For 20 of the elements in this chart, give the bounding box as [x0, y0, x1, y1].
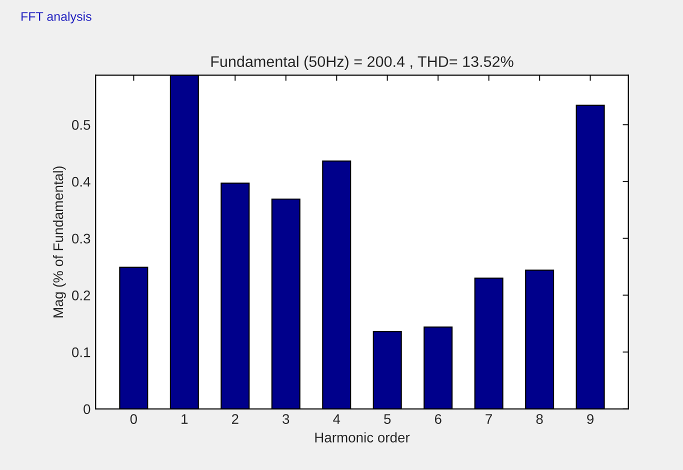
x-tick-label: 1 — [182, 414, 188, 424]
y-tick-label: 0 — [84, 404, 90, 414]
text: FFT analysis — [22, 12, 92, 24]
x-tick-label: 4 — [333, 414, 340, 424]
x-tick-label: 7 — [486, 414, 492, 424]
x-axis-title: Harmonic order — [315, 432, 410, 442]
x-tick-label: 2 — [232, 414, 238, 424]
x-tick-label: 5 — [384, 414, 391, 424]
x-tick-label: 3 — [282, 414, 290, 424]
y-tick-label: 0.4 — [72, 176, 90, 187]
chart-title: Fundamental (50Hz) = 200.4 , THD= 13.52% — [211, 56, 514, 70]
y-tick-label: 0.1 — [72, 347, 90, 358]
y-tick-label: 0.3 — [72, 234, 90, 244]
x-tick-label: 0 — [130, 414, 137, 424]
y-tick-label: 0.5 — [72, 120, 90, 130]
y-tick-label: 0.2 — [72, 290, 90, 300]
x-tick-label: 9 — [587, 414, 594, 424]
x-tick-label: 8 — [536, 414, 543, 424]
x-tick-label: 6 — [434, 414, 442, 424]
y-axis-title: Mag (% of Fundamental) — [52, 166, 66, 318]
